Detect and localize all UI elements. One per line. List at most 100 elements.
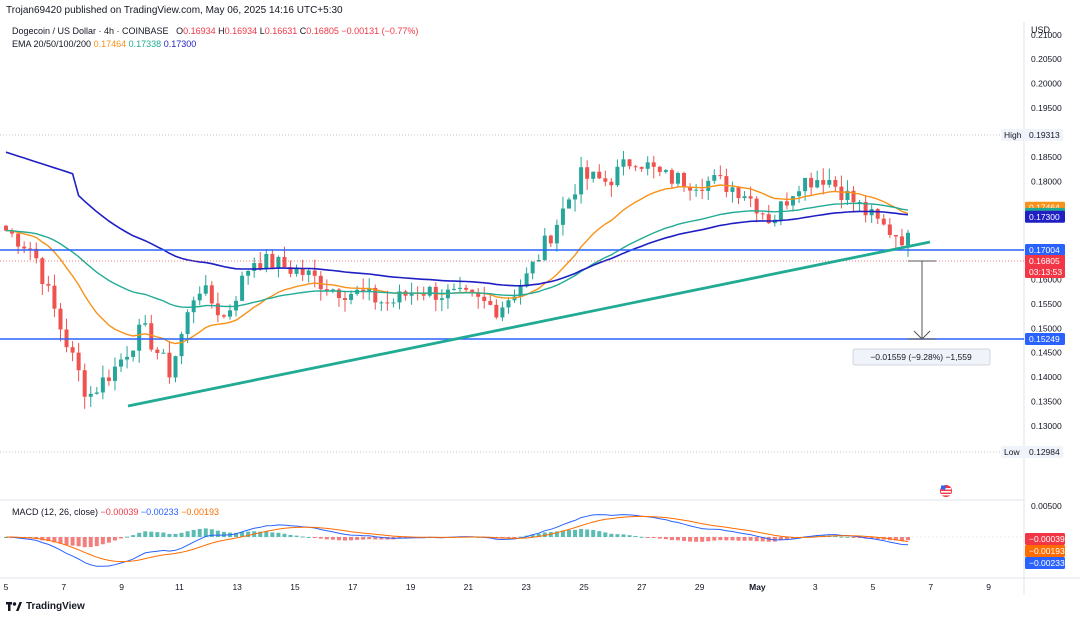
candle-body xyxy=(688,187,693,191)
macd-histogram-bar xyxy=(560,530,565,537)
macd-histogram-bar xyxy=(373,537,378,540)
ema200-badge-bg xyxy=(1025,210,1065,223)
candle-body xyxy=(579,167,584,195)
macd-histogram-bar xyxy=(131,535,136,537)
macd-histogram-bar xyxy=(603,532,608,537)
candle-body xyxy=(790,196,795,206)
candle-body xyxy=(833,180,838,187)
candle-body xyxy=(675,173,680,184)
price-tick-label: 0.18000 xyxy=(1031,177,1062,187)
macd-histogram-bar xyxy=(518,536,523,538)
low-label: Low xyxy=(1004,447,1020,457)
macd-histogram-bar xyxy=(682,537,687,541)
macd-histogram-bar xyxy=(899,537,904,541)
macd-histogram-bar xyxy=(506,537,511,539)
macd-histogram-bar xyxy=(52,537,57,543)
target-badge-bg xyxy=(1025,333,1065,345)
macd-histogram-bar xyxy=(185,531,190,537)
candle-body xyxy=(270,254,275,269)
candle-body xyxy=(197,293,202,301)
candle-body xyxy=(125,356,130,360)
macd-signal-badge: −0.00193 xyxy=(1029,546,1065,556)
price-tick-label: 0.13000 xyxy=(1031,421,1062,431)
macd-histogram-bar xyxy=(282,533,287,537)
macd-histogram-bar xyxy=(234,532,239,537)
measure-tool[interactable] xyxy=(908,260,936,340)
ema200-line[interactable] xyxy=(5,151,909,287)
candle-body xyxy=(518,286,523,297)
macd-label[interactable]: MACD (12, 26, close) xyxy=(12,507,99,517)
candle-body xyxy=(554,224,559,244)
measure-arrowhead xyxy=(913,330,931,340)
macd-histogram-bar xyxy=(82,537,87,548)
symbol-title[interactable]: Dogecoin / US Dollar · 4h · COINBASE xyxy=(12,26,169,36)
macd-histogram-bar xyxy=(906,537,910,541)
candle-body xyxy=(94,392,99,394)
candle-body xyxy=(215,303,220,316)
flag-icon[interactable] xyxy=(940,485,952,497)
macd-histogram-bar xyxy=(742,537,747,541)
candle-body xyxy=(306,270,311,275)
macd-line[interactable] xyxy=(5,514,909,567)
macd-histogram-bar xyxy=(379,537,384,540)
macd-histogram-bar xyxy=(621,534,626,537)
macd-histogram-bar xyxy=(349,537,354,541)
resistance-badge: 0.17004 xyxy=(1029,245,1060,255)
macd-histogram-bar xyxy=(270,532,275,537)
candle-body xyxy=(258,263,263,270)
candle-body xyxy=(52,285,57,309)
candle-body xyxy=(367,287,372,292)
candle-body xyxy=(724,176,729,192)
macd-signal-line[interactable] xyxy=(6,515,909,563)
countdown-badge-bg xyxy=(1025,266,1065,278)
ema-label[interactable]: EMA 20/50/100/200 xyxy=(12,39,92,49)
candle-body xyxy=(373,287,378,303)
macd-histogram-bar xyxy=(70,537,75,546)
macd-histogram-bar xyxy=(554,531,559,537)
macd-histogram-bar xyxy=(258,531,263,537)
candle-body xyxy=(573,194,578,200)
macd-histogram-bar xyxy=(875,537,880,540)
candle-body xyxy=(712,175,717,181)
candle-body xyxy=(82,370,87,397)
open-label: O xyxy=(176,26,184,36)
candle-body xyxy=(760,213,765,215)
price-tick-label: 0.20500 xyxy=(1031,54,1062,64)
currency-label[interactable]: USD xyxy=(1031,25,1051,35)
candle-body xyxy=(893,235,898,237)
flag-icon-band3 xyxy=(941,494,951,496)
macd-histogram-bar xyxy=(566,529,571,537)
price-tick-label: 0.21000 xyxy=(1031,30,1062,40)
candle-body xyxy=(821,180,826,185)
candle-body xyxy=(809,177,814,188)
candles-layer xyxy=(4,150,910,409)
candle-body xyxy=(694,189,699,191)
candle-body xyxy=(209,285,214,304)
ema50-line[interactable] xyxy=(5,202,909,309)
macd-histogram-bar xyxy=(772,537,777,542)
time-tick-label: 3 xyxy=(813,582,818,592)
ema50-value: 0.17338 xyxy=(128,39,162,49)
ascending-trendline[interactable] xyxy=(127,240,931,408)
ema-row: EMA 20/50/100/200 0.17464 0.17338 0.1730… xyxy=(12,38,418,51)
candle-body xyxy=(700,189,705,191)
candle-body xyxy=(282,256,287,268)
macd-histogram-bar xyxy=(46,537,51,542)
macd-histogram-bar xyxy=(264,531,269,537)
macd-histogram-bar xyxy=(730,537,735,541)
candle-body xyxy=(881,218,886,225)
candle-body xyxy=(149,323,154,350)
candle-body xyxy=(361,289,366,292)
candle-body xyxy=(240,275,245,301)
candle-body xyxy=(524,273,529,287)
candle-body xyxy=(131,350,136,357)
ema20-line[interactable] xyxy=(5,184,909,345)
symbol-row: Dogecoin / US Dollar · 4h · COINBASE O0.… xyxy=(12,25,418,38)
macd-histogram-bar xyxy=(633,535,638,537)
candle-body xyxy=(603,178,608,182)
macd-histogram-bar xyxy=(173,533,178,537)
tradingview-logo[interactable]: TradingView xyxy=(6,601,85,612)
candle-body xyxy=(899,236,904,246)
macd-histogram-bar xyxy=(276,532,281,537)
